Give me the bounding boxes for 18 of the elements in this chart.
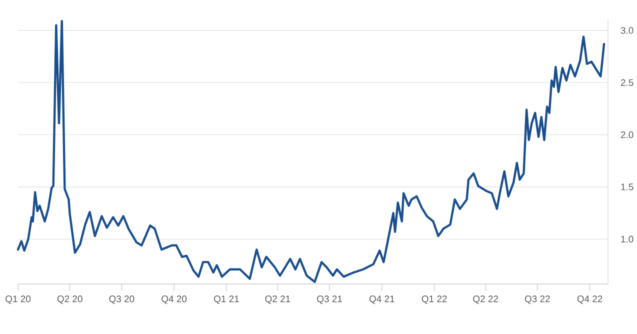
x-tick-label: Q1 22 <box>422 296 447 304</box>
x-tick-label: Q3 20 <box>109 296 134 304</box>
y-tick-label: 1.0 <box>621 236 634 242</box>
line-series <box>16 20 606 284</box>
x-tick-label: Q4 22 <box>577 296 602 304</box>
y-tick-label: 1.5 <box>621 184 634 190</box>
x-tick-label: Q3 21 <box>317 296 342 304</box>
y-tick-label: 3.0 <box>620 27 634 34</box>
x-tick-label: Q1 21 <box>214 296 239 304</box>
y-tick-label: 2.0 <box>620 131 634 138</box>
x-tick-label: Q2 22 <box>473 296 498 304</box>
y-tick-label: 2.5 <box>620 79 634 86</box>
x-tick-label: Q4 21 <box>369 296 394 304</box>
x-tick-label: Q2 20 <box>57 296 82 304</box>
x-tick-label: Q1 20 <box>6 296 31 304</box>
x-tick-label: Q4 20 <box>162 296 187 304</box>
x-tick-label: Q3 22 <box>524 296 550 304</box>
x-tick-label: Q2 21 <box>265 296 290 304</box>
